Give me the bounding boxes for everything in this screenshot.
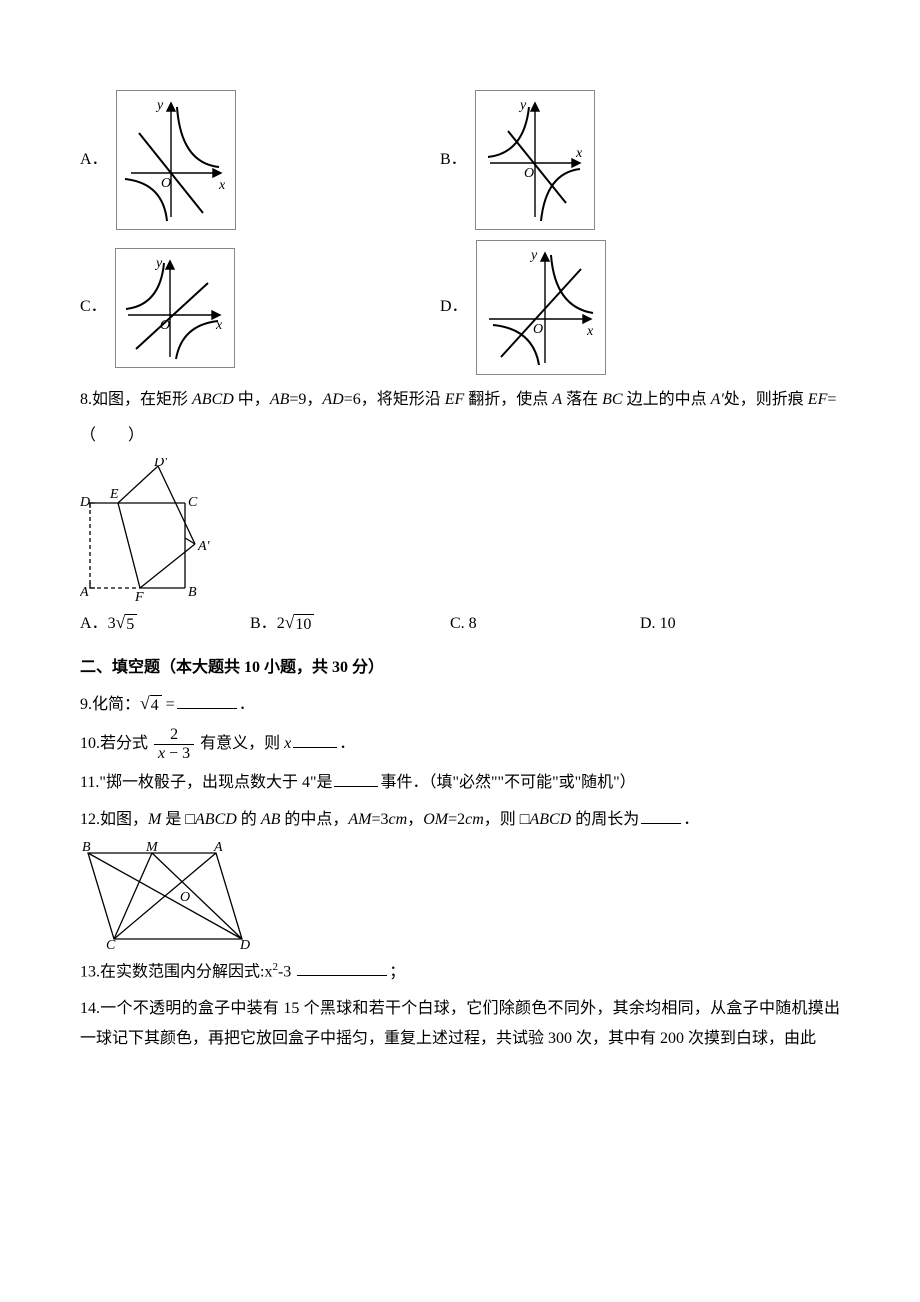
- q7-option-a[interactable]: A． x y O: [80, 90, 440, 230]
- q7-option-d[interactable]: D． x y O: [440, 240, 606, 375]
- axis-y: y: [155, 98, 164, 113]
- q7-option-b[interactable]: B． x y O: [440, 90, 595, 230]
- q8-choice-b[interactable]: B．2√10: [250, 609, 450, 639]
- svg-text:F: F: [134, 590, 144, 603]
- q7-a-graph: x y O: [116, 90, 236, 230]
- q12-blank[interactable]: [641, 808, 681, 824]
- q8-choices: A．3√5 B．2√10 C. 8 D. 10: [80, 609, 840, 639]
- svg-text:C: C: [188, 495, 198, 510]
- svg-text:A: A: [213, 841, 223, 855]
- q8-choice-c[interactable]: C. 8: [450, 609, 640, 639]
- svg-text:O: O: [533, 322, 543, 337]
- q7-d-label: D．: [440, 292, 468, 322]
- svg-text:E: E: [109, 487, 119, 502]
- axis-x: x: [218, 178, 226, 193]
- svg-text:C: C: [106, 938, 116, 951]
- section2-heading: 二、填空题（本大题共 10 小题，共 30 分）: [80, 653, 840, 683]
- svg-text:y: y: [154, 256, 163, 271]
- q9: 9.化简：√4 =．: [80, 690, 840, 720]
- q12-text: 12.如图，M 是 □ABCD 的 AB 的中点，AM=3cm，OM=2cm，则…: [80, 805, 840, 835]
- svg-text:O: O: [160, 318, 170, 333]
- svg-text:y: y: [529, 248, 538, 263]
- q13: 13.在实数范围内分解因式:x2-3 ；: [80, 957, 840, 988]
- q7-row2: C． x y O D．: [80, 240, 840, 375]
- svg-text:A: A: [80, 585, 89, 600]
- axis-o: O: [161, 176, 171, 191]
- q7-option-c[interactable]: C． x y O: [80, 248, 440, 368]
- q11-blank[interactable]: [334, 771, 378, 787]
- q8-text: 8.如图，在矩形 ABCD 中，AB=9，AD=6，将矩形沿 EF 翻折，使点 …: [80, 385, 840, 415]
- q8-paren: （ ）: [80, 421, 840, 451]
- q10: 10.若分式 2x − 3 有意义，则 x．: [80, 726, 840, 762]
- q7-d-graph: x y O: [476, 240, 606, 375]
- q7-c-label: C．: [80, 292, 107, 322]
- q7-c-graph: x y O: [115, 248, 235, 368]
- q8-choice-a[interactable]: A．3√5: [80, 609, 250, 639]
- q10-blank[interactable]: [293, 732, 337, 748]
- q7-row1: A． x y O B．: [80, 90, 840, 230]
- svg-text:x: x: [586, 324, 594, 339]
- svg-text:O: O: [180, 890, 190, 905]
- svg-text:A': A': [197, 539, 211, 554]
- svg-text:B: B: [188, 585, 197, 600]
- svg-text:y: y: [518, 98, 527, 113]
- svg-text:D: D: [239, 938, 250, 951]
- q14: 14.一个不透明的盒子中装有 15 个黑球和若干个白球，它们除颜色不同外，其余均…: [80, 994, 840, 1055]
- q12-figure: B M A C D O: [80, 841, 840, 951]
- svg-text:x: x: [575, 146, 583, 161]
- q11: 11."掷一枚骰子，出现点数大于 4"是事件．（填"必然""不可能"或"随机"）: [80, 768, 840, 798]
- q7-a-label: A．: [80, 145, 108, 175]
- q9-blank[interactable]: [177, 693, 237, 709]
- svg-text:D': D': [153, 458, 168, 470]
- svg-text:D: D: [80, 495, 90, 510]
- q13-blank[interactable]: [297, 960, 387, 976]
- svg-text:M: M: [145, 841, 159, 855]
- svg-text:x: x: [215, 318, 223, 333]
- svg-text:O: O: [524, 166, 534, 181]
- q8-figure: D C A B E F D' A': [80, 458, 840, 603]
- q7-b-label: B．: [440, 145, 467, 175]
- q8-choice-d[interactable]: D. 10: [640, 609, 676, 639]
- q7-b-graph: x y O: [475, 90, 595, 230]
- svg-text:B: B: [82, 841, 91, 855]
